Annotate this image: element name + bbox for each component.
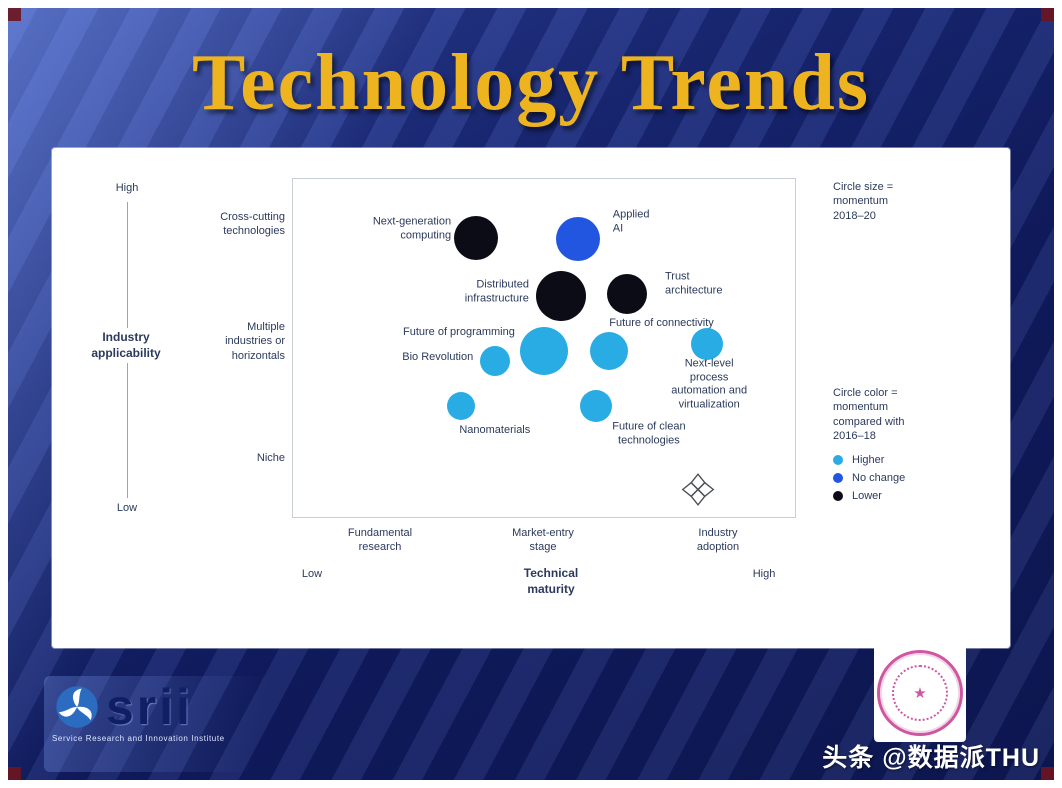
watermark-text: 头条 @数据派THU bbox=[822, 744, 1040, 772]
x-axis-title: Technical maturity bbox=[523, 566, 579, 596]
bubble-label-applied-ai: Applied AI bbox=[612, 208, 650, 234]
x-stage-industry-adoption: Industry adoption bbox=[696, 527, 740, 554]
bubble-label-nanomaterials: Nanomaterials bbox=[459, 424, 531, 437]
slide: Technology Trends High Industry applicab… bbox=[8, 8, 1054, 780]
bubble-nanomaterials bbox=[447, 392, 476, 421]
legend-item-higher: Higher bbox=[833, 451, 983, 469]
university-seal bbox=[874, 644, 966, 742]
x-stage-fundamental-research: Fundamental research bbox=[347, 527, 413, 554]
bubble-trust-architecture bbox=[606, 273, 647, 314]
bubble-next-level-process-automation bbox=[691, 327, 724, 360]
bubble-label-next-generation-computing: Next-generation computing bbox=[372, 215, 452, 242]
legend-item-no-change: No change bbox=[833, 469, 983, 487]
size-legend: Circle size = momentum 2018–20 bbox=[833, 181, 894, 222]
x-stage-market-entry: Market-entry stage bbox=[512, 527, 574, 554]
y-category-cross-cutting: Cross-cutting technologies bbox=[220, 211, 285, 238]
corner-mark bbox=[1041, 767, 1054, 780]
x-axis-low-label: Low bbox=[301, 568, 323, 580]
bubble-label-distributed-infrastructure: Distributed infrastructure bbox=[464, 278, 529, 304]
plot-area: Next-generation computing Applied AI Distr… bbox=[292, 178, 796, 518]
srii-wordmark: srii bbox=[106, 679, 194, 735]
bubble-label-future-of-programming: Future of programming bbox=[402, 326, 515, 339]
slide-title: Technology Trends bbox=[192, 39, 870, 127]
corner-mark bbox=[1041, 8, 1054, 21]
bubble-future-of-clean-technologies bbox=[580, 390, 613, 423]
bubble-bio-revolution bbox=[479, 345, 510, 376]
color-legend: Higher No change Lower bbox=[833, 451, 983, 505]
bubble-distributed-infrastructure bbox=[536, 270, 587, 321]
y-category-niche: Niche bbox=[256, 452, 285, 464]
legend-item-lower: Lower bbox=[833, 487, 983, 505]
chart-panel: High Industry applicability Low Cross-cu… bbox=[52, 148, 1010, 648]
legend-item-label: Higher bbox=[852, 454, 885, 466]
decorative-ornament-icon bbox=[681, 472, 715, 509]
color-legend-title: Circle color = momentum compared with 20… bbox=[833, 387, 905, 442]
bubble-label-future-of-connectivity: Future of connectivity bbox=[609, 317, 714, 330]
bubble-future-of-connectivity bbox=[589, 332, 628, 371]
bubble-applied-ai bbox=[556, 217, 601, 262]
bubble-label-trust-architecture: Trust architecture bbox=[664, 270, 723, 297]
legend-dot-higher-icon bbox=[833, 455, 843, 465]
legend-dot-no-change-icon bbox=[833, 473, 843, 483]
bubble-label-future-of-clean-technologies: Future of clean technologies bbox=[612, 420, 686, 446]
corner-mark bbox=[8, 8, 21, 21]
x-axis-high-label: High bbox=[752, 568, 776, 580]
seal-outer-ring bbox=[877, 650, 963, 736]
srii-swirl-icon bbox=[54, 684, 100, 730]
legend-item-label: No change bbox=[852, 472, 906, 484]
corner-mark bbox=[8, 767, 21, 780]
y-category-multiple-industries: Multiple industries or horizontals bbox=[225, 321, 285, 362]
seal-inner-ring bbox=[892, 665, 948, 721]
bubble-next-generation-computing bbox=[454, 216, 499, 261]
y-axis-high-label: High bbox=[115, 182, 139, 194]
srii-logo: srii Service Research and Innovation Ins… bbox=[44, 676, 294, 772]
y-axis-low-label: Low bbox=[116, 502, 138, 514]
legend-item-label: Lower bbox=[852, 490, 882, 502]
seal-star-icon bbox=[913, 684, 926, 703]
legend-dot-lower-icon bbox=[833, 491, 843, 501]
bubble-label-bio-revolution: Bio Revolution bbox=[402, 351, 474, 364]
bubble-future-of-programming bbox=[520, 327, 568, 376]
srii-subtitle: Service Research and Innovation Institut… bbox=[52, 734, 225, 743]
y-axis-title: Industry applicability bbox=[65, 328, 187, 364]
bubble-label-next-level-process-automation: Next-level process automation and virtua… bbox=[671, 357, 748, 411]
